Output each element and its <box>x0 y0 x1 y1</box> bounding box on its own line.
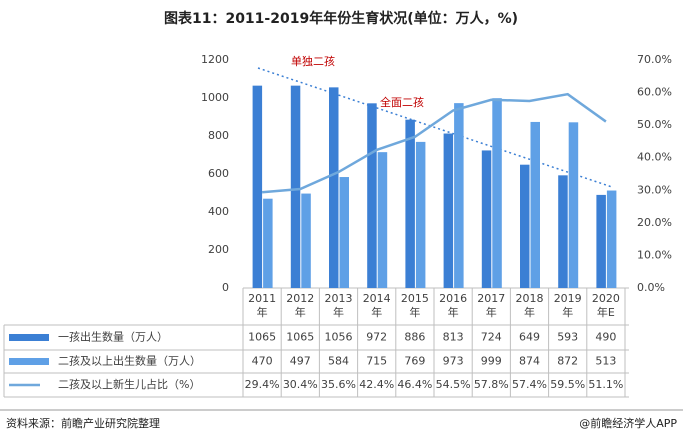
bar <box>492 98 502 288</box>
table-cell: 57.8% <box>474 378 509 391</box>
x-tick-label: 2015年 <box>400 292 429 319</box>
y2-tick-label: 70.0% <box>637 53 672 66</box>
legend-swatch <box>9 334 49 341</box>
table-cell: 649 <box>519 331 540 344</box>
bar <box>454 103 464 288</box>
table-cell: 1056 <box>325 331 353 344</box>
y-tick-label: 400 <box>208 205 229 218</box>
table-cell: 29.4% <box>245 378 280 391</box>
table-cell: 973 <box>443 355 464 368</box>
y-tick-label: 200 <box>208 243 229 256</box>
legend-label: 二孩及以上新生儿占比（%） <box>58 377 200 391</box>
y-tick-label: 1000 <box>201 91 229 104</box>
x-tick-label: 2014年 <box>362 292 391 319</box>
table-cell: 769 <box>404 355 425 368</box>
table-cell: 584 <box>328 355 349 368</box>
bar <box>606 190 617 288</box>
table-cell: 42.4% <box>359 378 394 391</box>
y2-tick-label: 30.0% <box>637 183 672 196</box>
table-cell: 35.6% <box>321 378 356 391</box>
x-tick-label: 2017年 <box>477 292 506 319</box>
bar <box>405 119 415 288</box>
table-cell: 813 <box>443 331 464 344</box>
table-cell: 874 <box>519 355 540 368</box>
x-tick-label: 2018年 <box>515 292 544 319</box>
table-cell: 470 <box>252 355 273 368</box>
bar <box>339 177 349 288</box>
table-cell: 593 <box>557 331 578 344</box>
bar <box>377 152 388 288</box>
table-cell: 513 <box>595 355 616 368</box>
bar <box>329 87 339 288</box>
x-tick-label: 2011年 <box>248 292 277 319</box>
table-cell: 59.5% <box>550 378 585 391</box>
table-cell: 51.1% <box>588 378 623 391</box>
x-tick-label: 2019年 <box>553 292 582 319</box>
bar <box>568 122 579 288</box>
y-tick-label: 800 <box>208 129 229 142</box>
credit: @前瞻经济学人APP <box>579 416 677 430</box>
x-tick-label: 2016年 <box>439 292 468 319</box>
table-cell: 490 <box>595 331 616 344</box>
bar <box>263 198 273 288</box>
bar <box>290 85 301 289</box>
y2-tick-label: 10.0% <box>637 248 672 261</box>
y2-tick-label: 0.0% <box>637 281 665 294</box>
x-tick-label: 2012年 <box>286 292 315 319</box>
bar <box>520 164 530 288</box>
y-tick-label: 1200 <box>201 53 229 66</box>
trend-line <box>257 67 613 188</box>
y2-tick-label: 60.0% <box>637 86 672 99</box>
table-cell: 886 <box>404 331 425 344</box>
table-cell: 872 <box>557 355 578 368</box>
y-tick-label: 0 <box>222 281 229 294</box>
y2-tick-label: 40.0% <box>637 151 672 164</box>
bar <box>481 150 492 288</box>
bar <box>530 121 540 288</box>
table-cell: 715 <box>366 355 387 368</box>
y2-tick-label: 50.0% <box>637 118 672 131</box>
bar <box>252 85 263 289</box>
table-cell: 1065 <box>286 331 314 344</box>
bar <box>558 175 568 288</box>
table-cell: 57.4% <box>512 378 547 391</box>
annotation: 单独二孩 <box>291 55 335 68</box>
x-tick-label: 2020年E <box>591 292 620 319</box>
y-tick-label: 600 <box>208 167 229 180</box>
bar <box>443 133 454 288</box>
legend-label: 二孩及以上出生数量（万人） <box>58 354 201 368</box>
legend-label: 一孩出生数量（万人） <box>58 330 168 344</box>
table-cell: 46.4% <box>397 378 432 391</box>
table-cell: 724 <box>481 331 502 344</box>
legend-swatch <box>9 358 49 365</box>
y2-tick-label: 20.0% <box>637 216 672 229</box>
table-cell: 30.4% <box>283 378 318 391</box>
x-tick-label: 2013年 <box>324 292 353 319</box>
chart-title: 图表11：2011-2019年年份生育状况(单位：万人，%) <box>164 10 518 27</box>
bar <box>301 193 311 288</box>
source: 资料来源：前瞻产业研究院整理 <box>6 416 160 430</box>
bar <box>415 141 426 288</box>
bar <box>596 194 606 288</box>
line <box>261 92 607 194</box>
annotation: 全面二孩 <box>380 95 424 109</box>
table-cell: 1065 <box>248 331 276 344</box>
table-cell: 972 <box>366 331 387 344</box>
table-cell: 497 <box>290 355 311 368</box>
table-cell: 999 <box>481 355 502 368</box>
bar <box>367 103 377 288</box>
table-cell: 54.5% <box>436 378 471 391</box>
